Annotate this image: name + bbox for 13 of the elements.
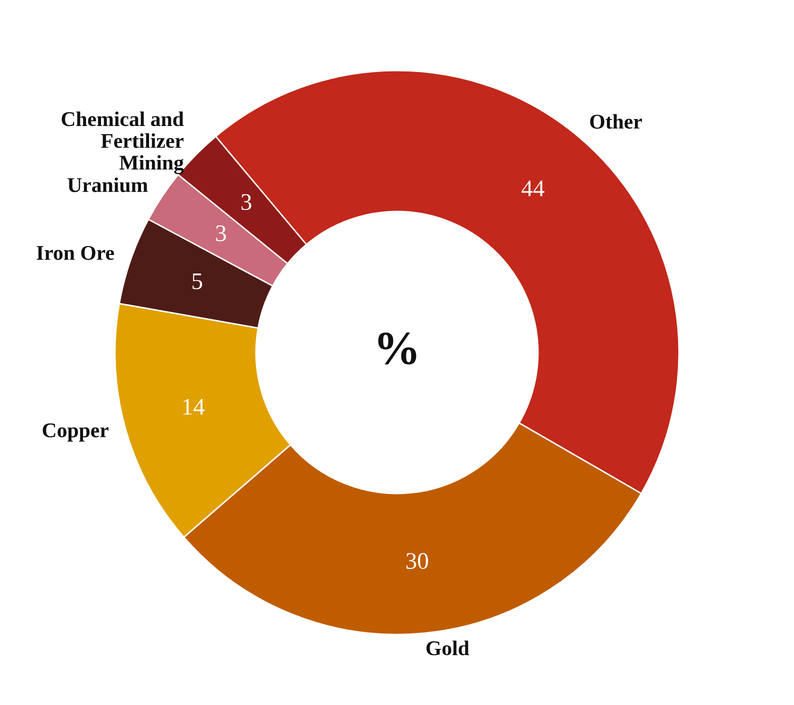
slice-label: Other [590, 114, 642, 129]
slice-label: Chemical and Fertilizer Mining [62, 112, 184, 174]
data-label: 30 [406, 553, 428, 569]
data-label: 14 [183, 398, 205, 415]
data-label: 5 [192, 274, 202, 290]
data-label: 3 [216, 225, 226, 242]
text: % [378, 332, 416, 364]
data-label: 44 [522, 180, 544, 196]
slice-label: Uranium [68, 177, 148, 192]
data-label: 3 [241, 194, 252, 210]
slice-label: Copper [42, 423, 108, 442]
slice-label: Iron Ore [36, 246, 114, 260]
slice-label: Gold [426, 640, 470, 656]
